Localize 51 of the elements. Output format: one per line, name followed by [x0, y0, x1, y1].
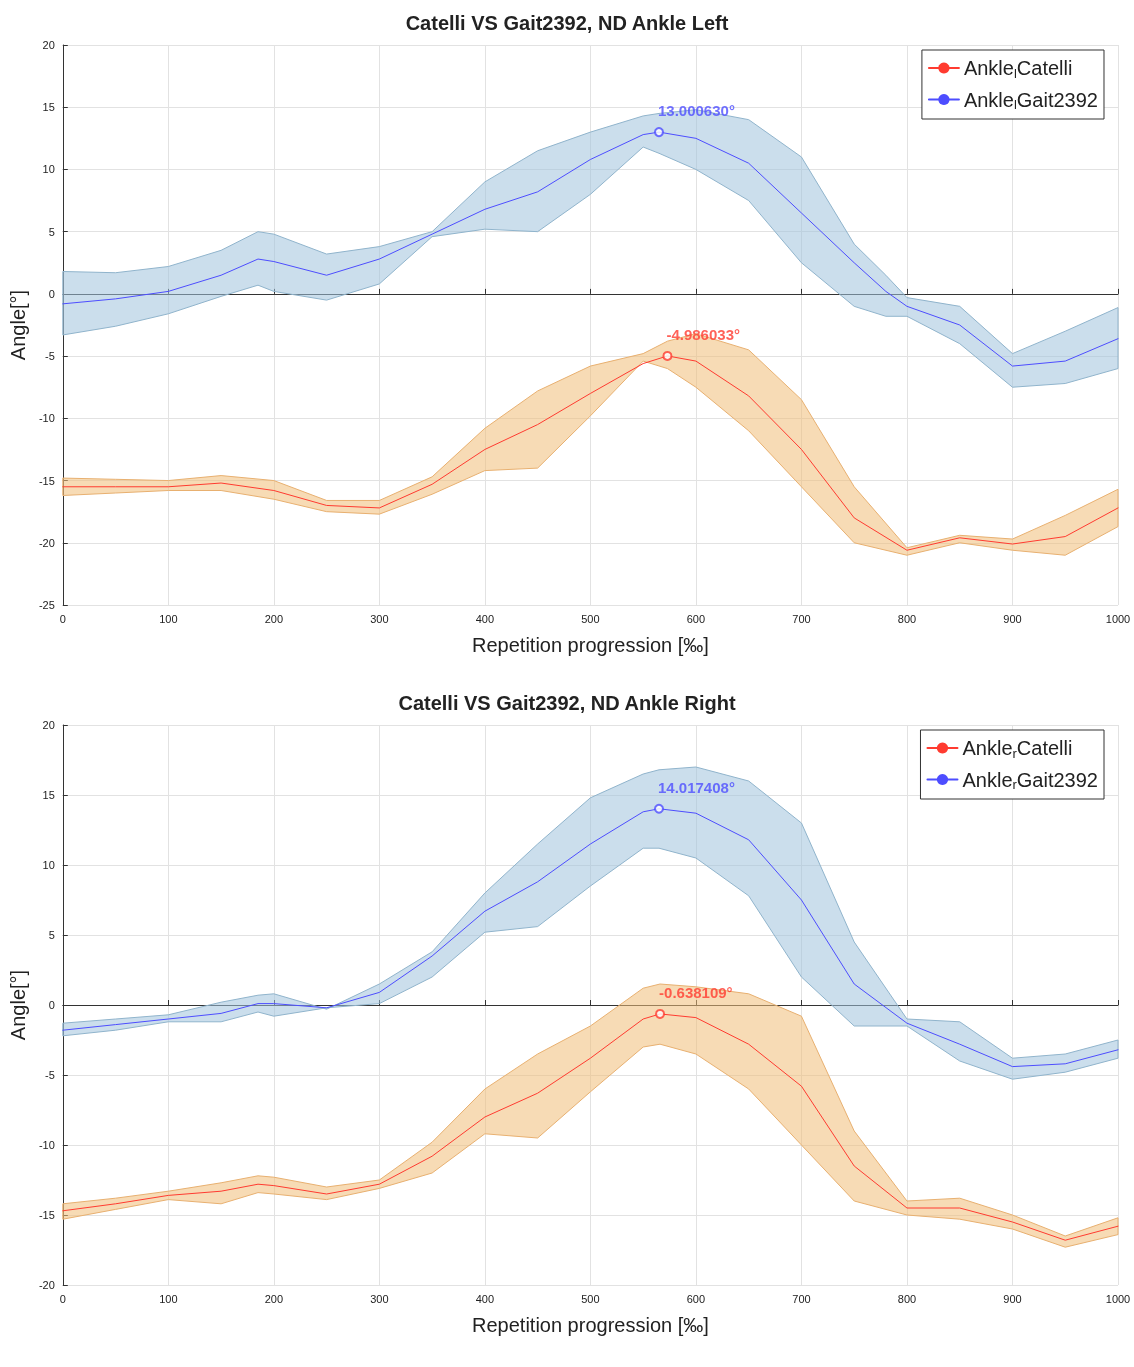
- y-axis-title: Angle[°]: [7, 289, 29, 361]
- x-tick-label: 900: [1003, 1292, 1022, 1305]
- y-tick-label: 20: [42, 39, 55, 51]
- chart-title: Catelli VS Gait2392, ND Ankle Left: [405, 12, 729, 34]
- x-tick-label: 700: [792, 612, 811, 625]
- y-tick-label: 0: [48, 999, 55, 1011]
- x-tick-label: 400: [475, 1292, 495, 1305]
- y-tick-label: 5: [48, 225, 55, 238]
- y-tick-label: 5: [48, 929, 55, 941]
- y-axis-title: Angle[°]: [7, 969, 29, 1041]
- y-tick-label: -5: [45, 350, 55, 363]
- annotation: -0.638109°: [659, 983, 733, 1001]
- y-tick-label: -15: [38, 1209, 55, 1221]
- x-tick-label: 200: [264, 612, 284, 625]
- y-tick-label: 10: [42, 163, 55, 176]
- x-tick-label: 800: [897, 1292, 917, 1305]
- x-axis-title: Repetition progression [‰]: [472, 634, 709, 656]
- x-axis-title: Repetition progression [‰]: [472, 1314, 709, 1336]
- annotation: 13.000630°: [657, 102, 735, 120]
- x-tick-label: 1000: [1105, 612, 1131, 625]
- y-tick-label: -20: [38, 1279, 55, 1291]
- x-tick-label: 900: [1003, 612, 1022, 625]
- x-tick-label: 500: [581, 612, 600, 625]
- y-tick-label: 15: [42, 789, 55, 801]
- y-tick-label: -15: [38, 474, 55, 487]
- y-tick-label: -5: [45, 1069, 55, 1081]
- y-tick-label: 0: [48, 287, 55, 300]
- x-tick-label: 300: [370, 612, 389, 625]
- x-tick-label: 1000: [1105, 1292, 1131, 1305]
- y-tick-label: -10: [38, 1139, 55, 1151]
- y-tick-label: -20: [38, 536, 55, 549]
- x-tick-label: 600: [686, 1292, 706, 1305]
- x-tick-label: 600: [686, 612, 706, 625]
- x-tick-label: 500: [581, 1292, 600, 1305]
- x-tick-label: 100: [159, 612, 178, 625]
- y-tick-label: -25: [38, 599, 55, 611]
- x-tick-label: 300: [370, 1292, 389, 1305]
- y-tick-label: 20: [42, 719, 55, 731]
- x-tick-label: 200: [264, 1292, 284, 1305]
- annotation: 14.017408°: [657, 778, 735, 796]
- x-tick-label: 0: [59, 612, 66, 625]
- x-tick-label: 400: [475, 612, 495, 625]
- x-tick-label: 800: [897, 612, 917, 625]
- y-tick-label: -10: [38, 412, 55, 425]
- annotation: -4.986033°: [666, 325, 740, 343]
- x-tick-label: 100: [159, 1292, 178, 1305]
- x-tick-label: 0: [59, 1292, 66, 1305]
- x-tick-label: 700: [792, 1292, 811, 1305]
- chart-title: Catelli VS Gait2392, ND Ankle Right: [398, 692, 736, 714]
- y-tick-label: 15: [42, 101, 55, 114]
- y-tick-label: 10: [42, 859, 55, 871]
